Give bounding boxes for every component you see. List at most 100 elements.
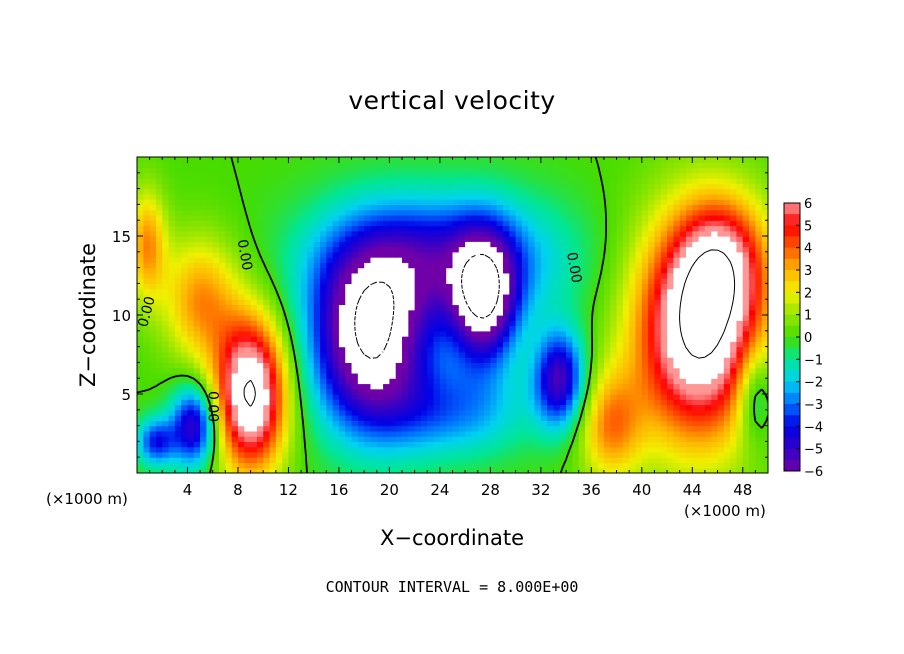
- heat-cell: [566, 399, 573, 406]
- heat-cell: [244, 409, 252, 416]
- heat-cell: [433, 220, 441, 227]
- heat-cell: [603, 225, 611, 232]
- heat-cell: [490, 399, 498, 406]
- heat-cell: [225, 225, 233, 232]
- heat-cell: [730, 315, 738, 321]
- heat-cell: [137, 325, 144, 332]
- heat-cell: [414, 362, 422, 369]
- heat-cell: [345, 430, 353, 437]
- heat-cell: [521, 425, 529, 432]
- heat-cell: [458, 325, 466, 332]
- heat-cell: [673, 378, 681, 385]
- heat-cell: [465, 388, 473, 395]
- heat-cell: [477, 293, 485, 300]
- heat-cell: [326, 214, 334, 221]
- heat-cell: [225, 336, 233, 342]
- heat-cell: [572, 467, 580, 473]
- heat-cell: [256, 278, 264, 284]
- heat-cell: [206, 283, 214, 290]
- heat-cell: [629, 299, 637, 306]
- heat-cell: [237, 209, 245, 216]
- heat-cell: [616, 420, 624, 427]
- heat-cell: [755, 236, 763, 242]
- heat-cell: [673, 420, 681, 427]
- heat-cell: [730, 225, 738, 232]
- heat-cell: [629, 325, 637, 332]
- heat-cell: [496, 394, 504, 400]
- heat-cell: [439, 404, 447, 411]
- heat-cell: [547, 362, 555, 369]
- heat-cell: [332, 399, 340, 406]
- heat-cell: [168, 288, 176, 295]
- heat-cell: [370, 230, 378, 237]
- heat-cell: [711, 236, 719, 242]
- heat-cell: [193, 251, 201, 258]
- heat-cell: [635, 394, 643, 400]
- x-axis-label: X−coordinate: [380, 526, 524, 550]
- heat-cell: [143, 467, 151, 473]
- heat-cell: [168, 214, 176, 221]
- heat-cell: [749, 288, 756, 295]
- heat-cell: [237, 467, 245, 473]
- heat-cell: [654, 220, 662, 227]
- heat-cell: [553, 372, 561, 379]
- heat-cell: [212, 251, 220, 258]
- heat-cell: [572, 420, 580, 427]
- heat-cell: [200, 457, 208, 464]
- heat-cell: [730, 362, 738, 369]
- heat-cell: [471, 399, 479, 406]
- heat-cell: [704, 462, 712, 469]
- heat-cell: [591, 357, 599, 363]
- heat-cell: [673, 451, 681, 458]
- heat-cell: [395, 399, 403, 406]
- heat-cell: [667, 441, 674, 448]
- heat-cell: [345, 441, 353, 448]
- heat-cell: [616, 230, 624, 237]
- heat-cell: [231, 367, 239, 374]
- heat-cell: [200, 304, 208, 311]
- heat-cell: [263, 467, 271, 473]
- heat-cell: [641, 262, 649, 269]
- heat-cell: [723, 325, 731, 332]
- heat-cell: [389, 262, 397, 269]
- heat-cell: [168, 367, 176, 374]
- heat-cell: [364, 330, 372, 337]
- heat-cell: [338, 446, 346, 453]
- heat-cell: [155, 346, 163, 353]
- heat-cell: [225, 278, 233, 284]
- heat-cell: [439, 378, 447, 385]
- heat-cell: [408, 367, 416, 374]
- heat-cell: [698, 467, 706, 473]
- heat-cell: [717, 330, 725, 337]
- heat-cell: [553, 230, 561, 237]
- heat-cell: [250, 230, 258, 237]
- heat-cell: [420, 404, 428, 411]
- heat-cell: [528, 441, 536, 448]
- heat-cell: [679, 420, 687, 427]
- heat-cell: [219, 262, 226, 269]
- heat-cell: [256, 320, 264, 327]
- heat-cell: [496, 251, 504, 258]
- heat-cell: [420, 241, 428, 248]
- heat-cell: [711, 304, 719, 311]
- heat-cell: [294, 409, 302, 416]
- heat-cell: [635, 420, 643, 427]
- heat-cell: [225, 309, 233, 316]
- heat-cell: [200, 404, 208, 411]
- heat-cell: [149, 262, 157, 269]
- heat-cell: [244, 451, 252, 458]
- heat-cell: [263, 283, 271, 290]
- heat-cell: [761, 404, 768, 411]
- heat-cell: [357, 220, 365, 227]
- heat-cell: [528, 346, 536, 353]
- heat-cell: [162, 299, 170, 306]
- heat-cell: [446, 209, 454, 216]
- heat-cell: [250, 399, 258, 406]
- heat-cell: [256, 236, 264, 242]
- heat-cell: [711, 246, 719, 253]
- heat-cell: [256, 209, 264, 216]
- heat-cell: [256, 336, 264, 342]
- heat-cell: [345, 330, 353, 337]
- heat-cell: [660, 293, 668, 300]
- heat-cell: [338, 362, 346, 369]
